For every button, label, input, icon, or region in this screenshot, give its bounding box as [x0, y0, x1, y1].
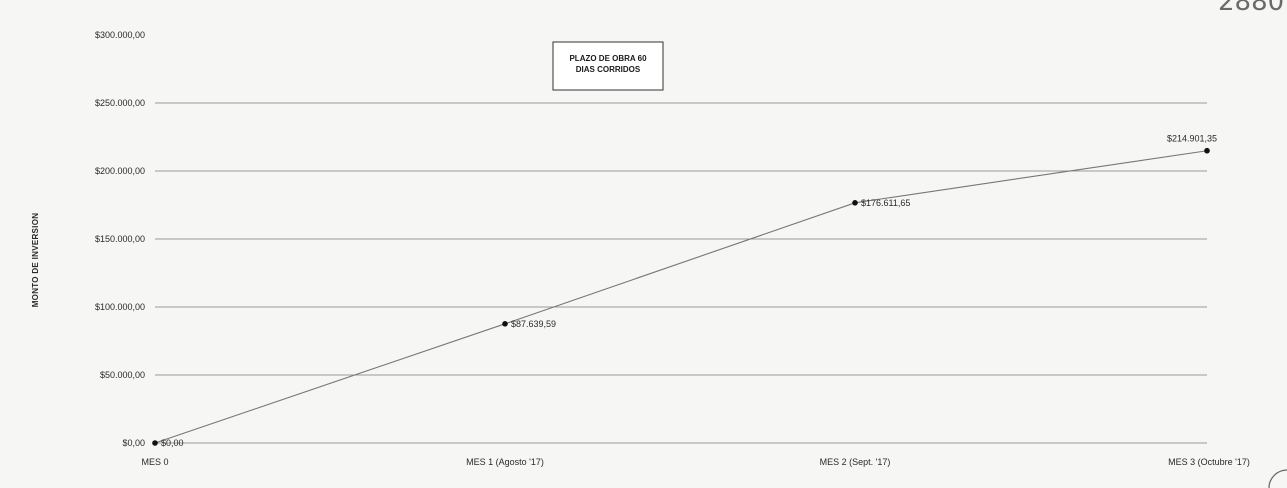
- y-tick-label-0: $0,00: [122, 438, 145, 448]
- series-layer: [152, 147, 1210, 446]
- data-label-1: $87.639,59: [511, 319, 556, 329]
- x-tick-label-2: MES 2 (Sept. '17): [820, 457, 891, 467]
- x-tick-labels: MES 0 MES 1 (Agosto '17) MES 2 (Sept. '17)…: [141, 457, 1249, 467]
- y-tick-label-4: $200.000,00: [95, 166, 145, 176]
- y-axis-label: MONTO DE INVERSION: [31, 213, 40, 308]
- page-number-stamp: 2880: [1218, 0, 1284, 17]
- data-label-3: $214.901,35: [1167, 134, 1217, 144]
- data-point-0: [152, 440, 158, 446]
- y-tick-labels: $0,00 $50.000,00 $100.000,00 $150.000,00 $20…: [95, 30, 145, 448]
- y-tick-label-5: $250.000,00: [95, 98, 145, 108]
- annotation-line-1: PLAZO DE OBRA 60: [569, 54, 647, 63]
- page-corner-circle-mark: [1268, 469, 1287, 488]
- grid-lines: [155, 102, 1207, 444]
- y-tick-label-2: $100.000,00: [95, 302, 145, 312]
- series-line-0: [154, 150, 1208, 444]
- data-label-2: $176.611,65: [861, 198, 910, 208]
- x-tick-label-3: MES 3 (Octubre '17): [1168, 457, 1250, 467]
- x-tick-label-0: MES 0: [141, 457, 168, 467]
- y-tick-label-6: $300.000,00: [95, 30, 145, 40]
- data-point-2: [852, 200, 858, 206]
- annotation-box: PLAZO DE OBRA 60 DIAS CORRIDOS: [552, 41, 664, 91]
- y-tick-label-1: $50.000,00: [100, 370, 145, 380]
- annotation-line-2: DIAS CORRIDOS: [576, 65, 641, 74]
- data-label-0: $0,00: [161, 438, 184, 448]
- data-point-3: [1204, 147, 1210, 154]
- y-tick-label-3: $150.000,00: [95, 234, 145, 244]
- data-labels: $0,00 $87.639,59 $176.611,65 $214.901,35: [161, 134, 1217, 448]
- x-tick-label-1: MES 1 (Agosto '17): [466, 457, 544, 467]
- data-point-1: [502, 321, 508, 327]
